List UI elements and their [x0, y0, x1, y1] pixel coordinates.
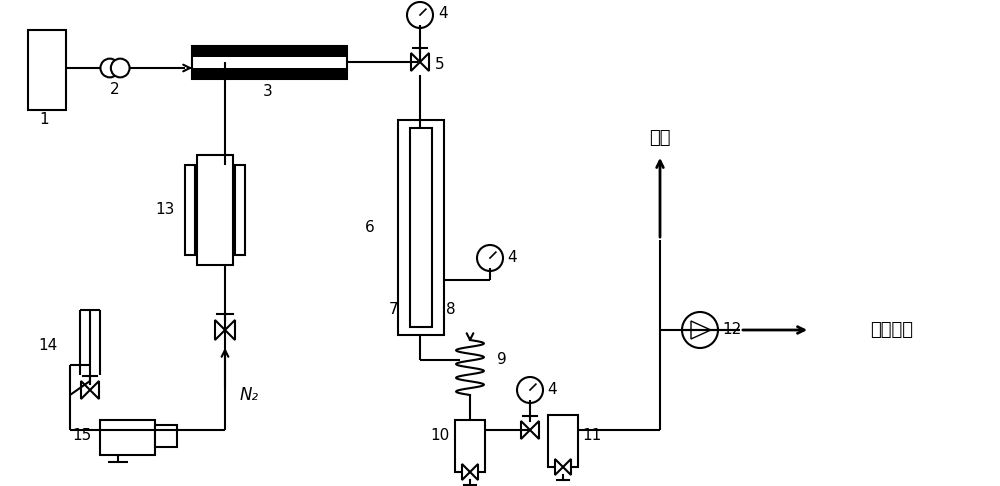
- Bar: [100, 420, 155, 455]
- Bar: [28, 30, 66, 110]
- Bar: [192, 68, 347, 79]
- Text: 9: 9: [497, 352, 507, 367]
- Text: 8: 8: [446, 302, 456, 317]
- Bar: [398, 120, 444, 335]
- Polygon shape: [563, 459, 571, 475]
- Text: 2: 2: [110, 83, 120, 98]
- Polygon shape: [691, 321, 711, 339]
- Polygon shape: [555, 459, 563, 475]
- Circle shape: [517, 377, 543, 403]
- Polygon shape: [81, 381, 90, 399]
- Circle shape: [477, 245, 503, 271]
- Text: 放空: 放空: [649, 129, 671, 147]
- Bar: [197, 155, 233, 265]
- Bar: [193, 68, 346, 78]
- Polygon shape: [90, 381, 99, 399]
- Polygon shape: [215, 320, 225, 340]
- Bar: [235, 165, 245, 255]
- Circle shape: [100, 59, 119, 77]
- Circle shape: [682, 312, 718, 348]
- Bar: [410, 128, 432, 327]
- Text: 4: 4: [547, 382, 557, 398]
- Text: 14: 14: [39, 337, 58, 352]
- Polygon shape: [470, 464, 478, 480]
- Polygon shape: [530, 421, 539, 439]
- Polygon shape: [521, 421, 530, 439]
- Bar: [455, 420, 485, 472]
- Text: N₂: N₂: [240, 386, 259, 404]
- Text: 10: 10: [431, 428, 450, 442]
- Text: 3: 3: [263, 85, 273, 100]
- Text: 6: 6: [365, 221, 375, 236]
- Text: 4: 4: [507, 249, 517, 264]
- Text: 7: 7: [388, 302, 398, 317]
- Text: 15: 15: [73, 428, 92, 442]
- Text: 12: 12: [722, 323, 741, 337]
- Bar: [193, 47, 346, 57]
- Text: 1: 1: [39, 112, 49, 127]
- Text: 5: 5: [435, 57, 445, 72]
- Text: 13: 13: [156, 203, 175, 218]
- Bar: [548, 415, 578, 467]
- Bar: [155, 425, 177, 447]
- Polygon shape: [462, 464, 470, 480]
- Circle shape: [407, 2, 433, 28]
- Bar: [192, 46, 347, 57]
- Text: 4: 4: [438, 6, 448, 21]
- Bar: [185, 165, 195, 255]
- Polygon shape: [225, 320, 235, 340]
- Polygon shape: [420, 53, 429, 71]
- Bar: [192, 46, 347, 79]
- Polygon shape: [411, 53, 420, 71]
- Circle shape: [111, 59, 130, 77]
- Text: 色谱分析: 色谱分析: [870, 321, 913, 339]
- Text: 11: 11: [582, 428, 601, 442]
